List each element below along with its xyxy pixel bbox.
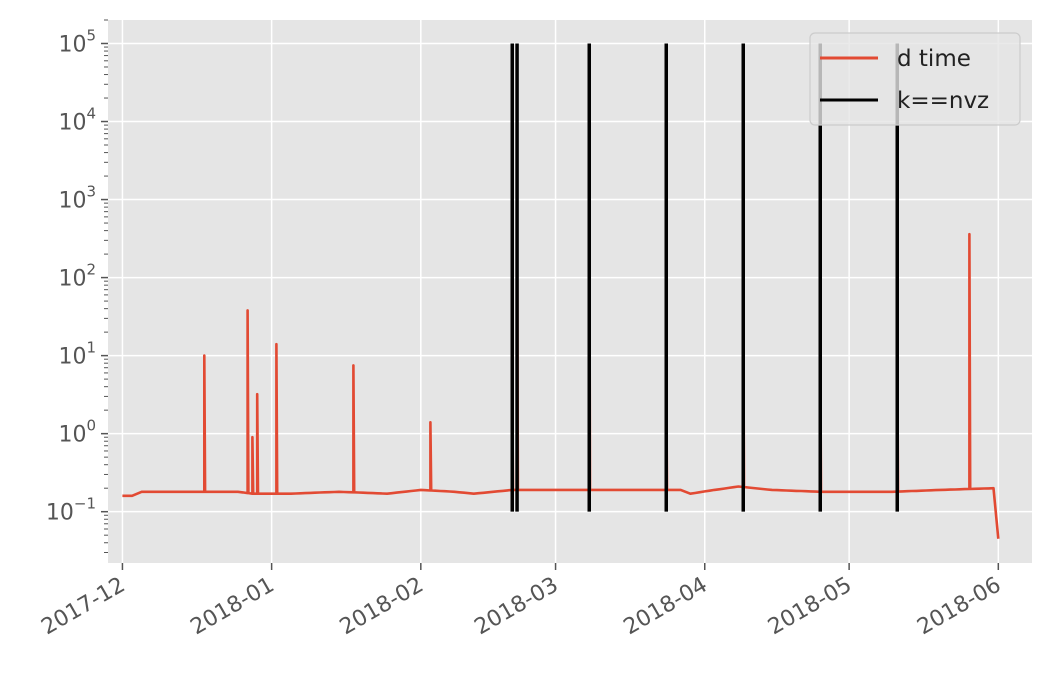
x-tick-label: 2018-02 [336, 573, 428, 641]
x-tick-label: 2018-04 [620, 573, 712, 641]
y-tick-label: 104 [58, 105, 96, 136]
x-tick-label: 2017-12 [37, 573, 129, 641]
y-tick-label: 102 [58, 261, 96, 292]
legend-label-k-nvz: k==nvz [897, 88, 989, 114]
y-axis: 10−1 100 101 102 103 104 105 [46, 19, 108, 553]
legend-label-d-time: d time [897, 46, 971, 72]
y-tick-label: 10−1 [46, 495, 96, 526]
x-tick-label: 2018-05 [764, 573, 856, 641]
x-tick-label: 2018-03 [470, 573, 562, 641]
legend: d time k==nvz [809, 32, 1021, 126]
y-tick-label: 105 [58, 26, 96, 57]
x-tick-label: 2018-01 [187, 573, 279, 641]
y-tick-label: 101 [58, 339, 96, 370]
legend-box [809, 32, 1021, 126]
series-line-d-time [122, 201, 1000, 539]
grid [108, 20, 1032, 563]
x-tick-label: 2018-06 [913, 573, 1005, 641]
y-tick-label: 103 [58, 183, 96, 214]
y-tick-label: 100 [58, 417, 96, 448]
x-axis: 2017-12 2018-01 2018-02 2018-03 2018-04 2018-… [37, 563, 1005, 640]
